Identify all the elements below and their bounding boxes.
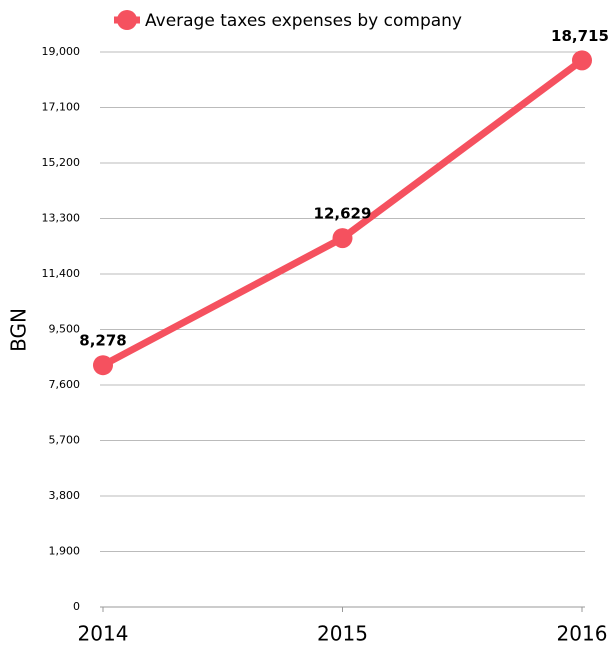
data-label: 12,629 xyxy=(314,205,372,223)
legend-label: Average taxes expenses by company xyxy=(145,11,462,31)
y-tick-label: 5,700 xyxy=(49,434,81,447)
y-tick-label: 1,900 xyxy=(49,545,81,558)
y-tick-label: 19,000 xyxy=(42,45,81,58)
y-tick-label: 11,400 xyxy=(42,267,81,280)
y-tick-label: 7,600 xyxy=(49,378,81,391)
y-tick-label: 15,200 xyxy=(42,156,81,169)
y-axis-label: BGN xyxy=(7,308,31,352)
point xyxy=(332,228,353,249)
data-label: 18,715 xyxy=(551,27,608,45)
x-tick-label: 2015 xyxy=(317,622,368,646)
legend-marker xyxy=(117,10,137,30)
point xyxy=(572,50,592,71)
point xyxy=(93,355,113,376)
y-tick-label: 3,800 xyxy=(49,489,81,502)
y-tick-label: 17,100 xyxy=(42,101,81,114)
data-label: 8,278 xyxy=(79,332,126,350)
y-tick-label: 0 xyxy=(73,600,80,613)
y-tick-label: 9,500 xyxy=(49,323,81,336)
x-tick-label: 2016 xyxy=(557,622,608,646)
y-tick-label: 13,300 xyxy=(42,212,81,225)
x-tick-label: 2014 xyxy=(78,622,129,646)
